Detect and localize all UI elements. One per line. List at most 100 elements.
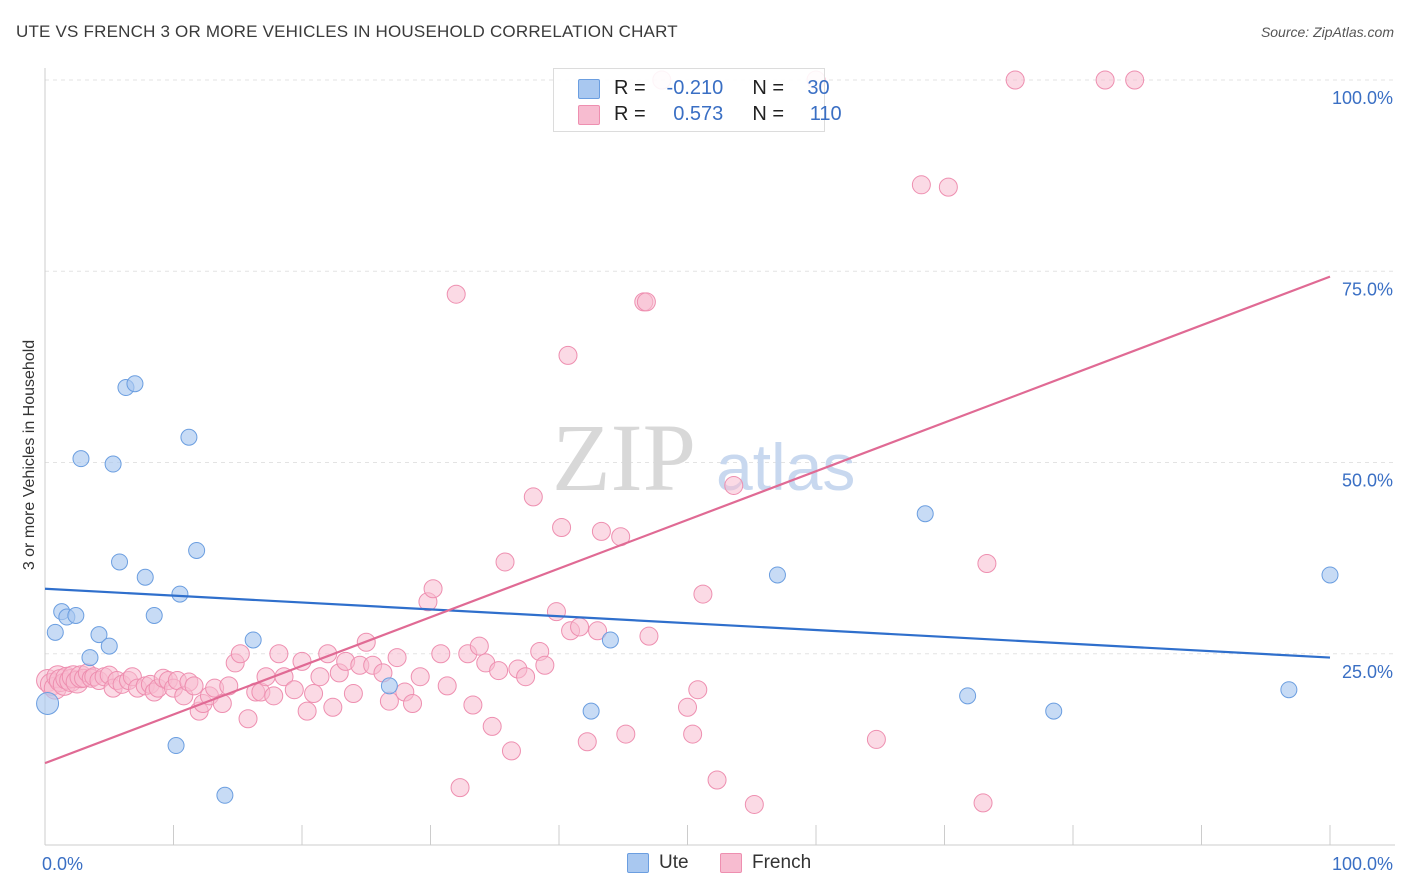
ute-point [67, 607, 85, 624]
french-point [616, 724, 636, 744]
ute-legend-label: Ute [659, 852, 689, 873]
watermark: ZIP atlas [552, 404, 855, 511]
ute-point [601, 631, 619, 649]
ute-point [768, 566, 786, 584]
source-label: Source: ZipAtlas.com [1260, 24, 1394, 40]
french-point [431, 644, 451, 664]
french-point [410, 667, 430, 687]
y-tick-label: 25.0% [1342, 662, 1393, 682]
ute-point [171, 585, 189, 603]
french-points [36, 70, 1145, 814]
french-point [591, 521, 611, 541]
french-point [683, 724, 703, 744]
y-tick-label: 50.0% [1342, 471, 1393, 491]
ute-point [167, 737, 185, 755]
french-point [323, 697, 343, 717]
x-tick-label: 0.0% [42, 854, 83, 874]
ute-point [111, 553, 129, 571]
ute-points [36, 375, 1339, 804]
french-point [495, 552, 515, 572]
y-tick-label: 100.0% [1332, 88, 1393, 108]
ute-point [100, 637, 118, 655]
ute-point [46, 623, 64, 641]
french-point [1005, 70, 1025, 90]
ute-point [145, 607, 163, 624]
ute-point [1045, 702, 1063, 720]
french-swatch [578, 105, 600, 125]
ute-n-label: N = [752, 77, 785, 99]
ute-point [81, 649, 99, 667]
french-point [744, 794, 764, 814]
french-legend-label: French [752, 852, 812, 873]
french-point [501, 741, 521, 761]
french-point [535, 655, 555, 675]
chart-title: UTE VS FRENCH 3 OR MORE VEHICLES IN HOUS… [16, 22, 678, 41]
french-point [546, 602, 566, 622]
french-point [938, 177, 958, 197]
ute-point [216, 786, 234, 804]
ute-legend-swatch [627, 853, 649, 873]
ute-point [582, 702, 600, 720]
x-tick-label: 100.0% [1332, 854, 1393, 874]
french-point [1095, 70, 1115, 90]
french-point [437, 676, 457, 696]
french-point [304, 684, 324, 704]
ute-point [36, 691, 60, 715]
french-point [977, 553, 997, 573]
french-point [639, 626, 659, 646]
french-point [212, 693, 232, 713]
french-n-value: 110 [809, 103, 842, 125]
french-point [724, 475, 744, 495]
french-point [973, 793, 993, 813]
ute-point [380, 677, 398, 695]
french-point [693, 584, 713, 604]
ute-n-value: 30 [807, 77, 830, 99]
french-point [911, 175, 931, 195]
french-point [516, 667, 536, 687]
french-n-label: N = [752, 103, 785, 125]
french-point [403, 693, 423, 713]
french-point [688, 680, 708, 700]
ute-point [1321, 566, 1339, 584]
axes [44, 68, 1395, 846]
french-r-value: 0.573 [673, 103, 724, 125]
correlation-legend: R = -0.210 N = 30 R = 0.573 N = 110 [553, 68, 842, 132]
tick-labels: 25.0% 50.0% 75.0% 100.0% 0.0% 100.0% [42, 88, 1393, 874]
ute-point [126, 375, 144, 393]
french-point [588, 621, 608, 641]
french-point [230, 644, 250, 664]
french-point [379, 691, 399, 711]
french-point [269, 644, 289, 664]
french-point [570, 617, 590, 637]
ute-point [959, 687, 977, 705]
ute-point [188, 541, 206, 559]
french-point [636, 292, 656, 312]
french-point [469, 636, 489, 656]
french-point [423, 579, 443, 599]
watermark-zip: ZIP [552, 404, 696, 511]
french-point [678, 697, 697, 717]
ute-point [916, 505, 934, 523]
french-point [387, 648, 407, 668]
ute-point [90, 626, 108, 644]
french-point [450, 778, 470, 798]
french-point [284, 680, 304, 700]
french-point [297, 701, 317, 721]
ute-swatch [578, 79, 600, 99]
french-trendline [44, 275, 1331, 765]
french-point [446, 284, 466, 304]
french-point [184, 676, 204, 696]
french-point [558, 345, 578, 365]
french-point [482, 716, 502, 736]
trendlines [44, 275, 1331, 765]
french-point [310, 667, 330, 687]
french-point [1125, 70, 1145, 90]
french-point [577, 732, 597, 752]
y-tick-label: 75.0% [1342, 279, 1393, 299]
french-point [463, 695, 483, 715]
french-r-label: R = [614, 103, 646, 125]
french-point [523, 487, 543, 507]
ute-r-value: -0.210 [666, 77, 724, 99]
french-point [264, 686, 284, 706]
